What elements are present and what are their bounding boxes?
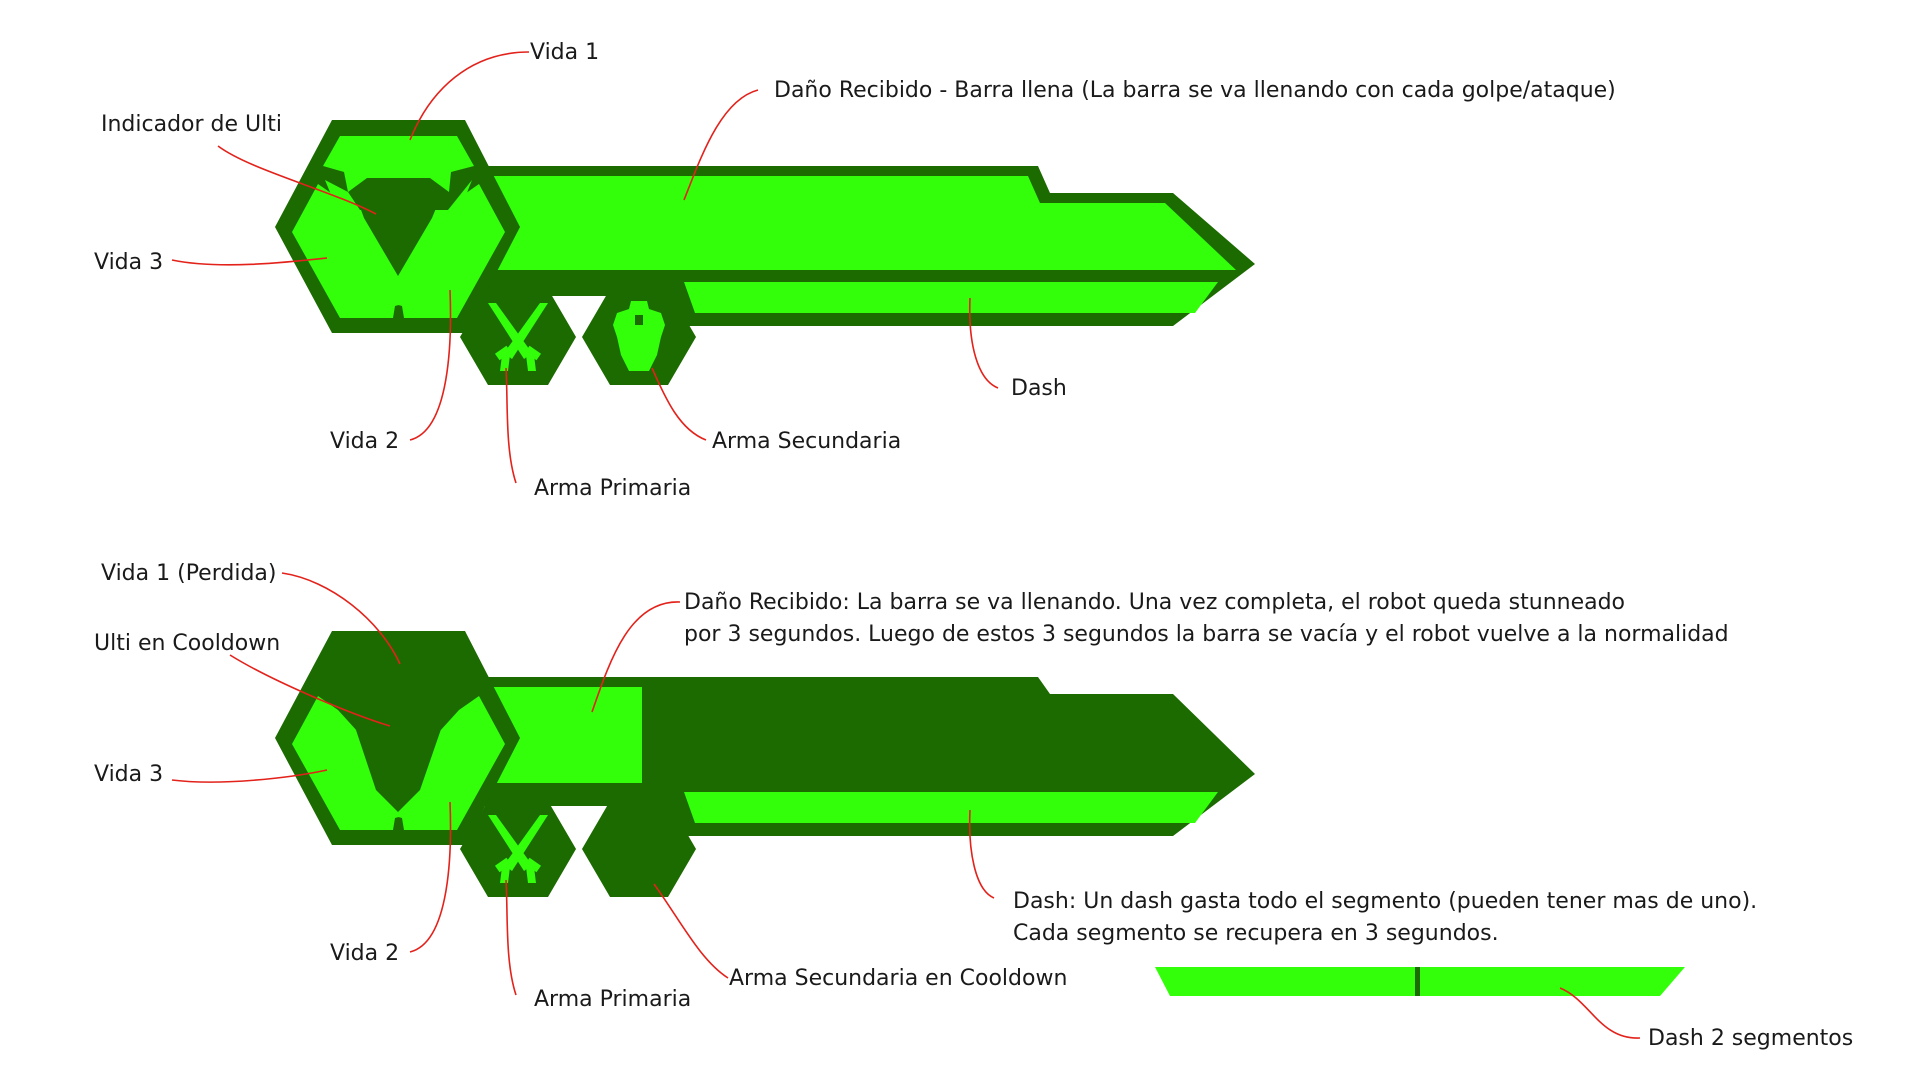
leader-vida1-perdida xyxy=(281,572,401,665)
label-vida1-perdida: Vida 1 (Perdida) xyxy=(101,561,276,586)
leader-dash-bottom xyxy=(968,809,995,899)
leader-dano-bottom xyxy=(591,601,681,713)
leader-secundaria-bottom xyxy=(653,883,729,979)
label-arma-secundaria-cooldown: Arma Secundaria en Cooldown xyxy=(729,966,1067,991)
leader-dash xyxy=(968,297,999,389)
leader-vida2 xyxy=(409,289,452,441)
label-dash-line1: Dash: Un dash gasta todo el segmento (pu… xyxy=(1013,889,1757,914)
leader-ulti-cooldown xyxy=(229,654,391,727)
label-arma-primaria-bottom: Arma Primaria xyxy=(534,987,691,1012)
label-dash: Dash xyxy=(1011,376,1067,401)
leader-secundaria xyxy=(651,367,707,441)
vida2-segment-bottom xyxy=(387,696,505,830)
leader-vida1 xyxy=(409,51,530,141)
leader-dash2 xyxy=(1559,987,1641,1039)
label-dash-2-segmentos: Dash 2 segmentos xyxy=(1648,1026,1853,1051)
leader-vida2-bottom xyxy=(409,801,452,953)
leader-vida3 xyxy=(171,257,328,266)
vida3-segment-bottom xyxy=(292,696,410,830)
label-vida2-bottom: Vida 2 xyxy=(330,941,399,966)
ulti-inner xyxy=(356,196,441,276)
leader-vida3-bottom xyxy=(171,769,328,783)
label-ulti-cooldown: Ulti en Cooldown xyxy=(94,631,280,656)
label-vida3: Vida 3 xyxy=(94,250,163,275)
top-hud: Vida 1 Indicador de Ulti Vida 3 Vida 2 A… xyxy=(94,40,1616,501)
vida1-segment xyxy=(323,136,474,192)
leader-primaria-bottom xyxy=(505,879,517,996)
damage-bar-fill xyxy=(492,176,1236,270)
dash-bar-fill xyxy=(684,282,1218,313)
label-dano-line2: por 3 segundos. Luego de estos 3 segundo… xyxy=(684,622,1729,647)
label-arma-primaria: Arma Primaria xyxy=(534,476,691,501)
dash-segment-divider xyxy=(1415,967,1420,996)
label-vida2: Vida 2 xyxy=(330,429,399,454)
label-dano: Daño Recibido - Barra llena (La barra se… xyxy=(774,78,1616,103)
secondary-weapon-hex-cooldown xyxy=(582,801,696,897)
label-arma-secundaria: Arma Secundaria xyxy=(712,429,901,454)
label-dano-line1: Daño Recibido: La barra se va llenando. … xyxy=(684,590,1625,615)
label-vida1: Vida 1 xyxy=(530,40,599,65)
dash-bar-fill-bottom xyxy=(684,792,1218,823)
leader-primaria xyxy=(505,367,517,484)
bottom-hud: Vida 1 (Perdida) Ulti en Cooldown Vida 3… xyxy=(94,561,1853,1051)
leader-dano xyxy=(683,89,759,201)
label-ulti: Indicador de Ulti xyxy=(101,112,282,137)
label-vida3-bottom: Vida 3 xyxy=(94,762,163,787)
label-dash-line2: Cada segmento se recupera en 3 segundos. xyxy=(1013,921,1499,946)
leader-ulti xyxy=(217,145,377,215)
ulti-cooldown xyxy=(348,706,449,812)
